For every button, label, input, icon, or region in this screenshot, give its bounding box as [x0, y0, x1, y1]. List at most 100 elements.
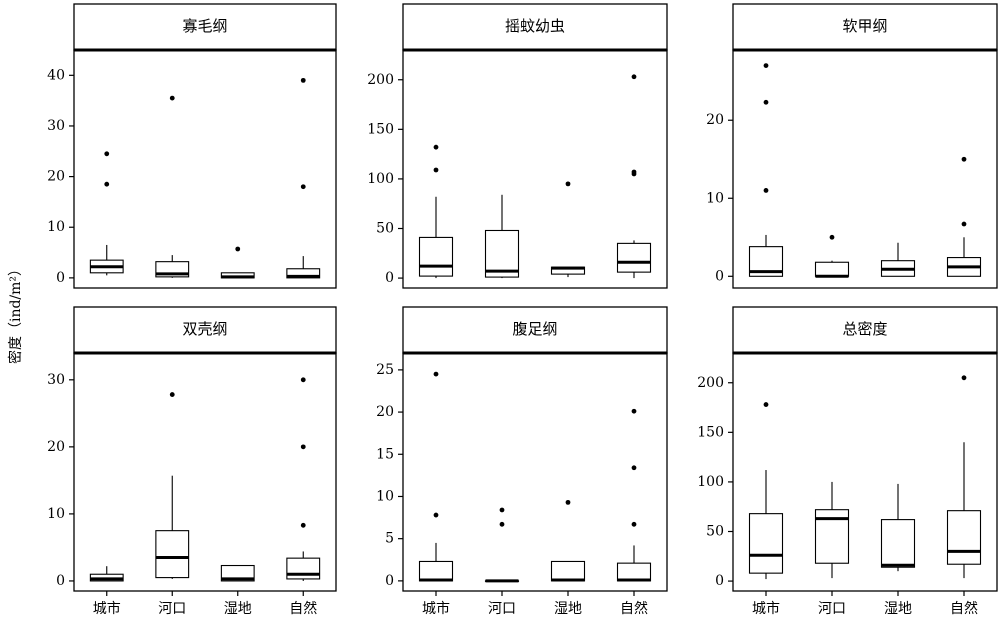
- y-tick-label: 150: [697, 424, 724, 440]
- outlier-point: [565, 181, 571, 187]
- outlier-point: [300, 184, 306, 190]
- outlier-point: [763, 402, 769, 407]
- outlier-point: [763, 188, 769, 193]
- outlier-point: [300, 444, 306, 450]
- y-tick-label: 100: [697, 474, 724, 490]
- iqr-box: [286, 268, 321, 279]
- outlier-point: [433, 512, 439, 518]
- panel-5: 腹足纲 0 5 10 15 20 25 城市 河口 湿地 自然: [376, 306, 668, 617]
- y-tick-label: 10: [376, 488, 394, 504]
- panel-strip: [73, 306, 337, 354]
- y-tick-label: 20: [706, 112, 724, 128]
- box-湿地: [550, 181, 586, 278]
- y-tick-label: 0: [385, 573, 394, 589]
- panel-title: 双壳纲: [182, 320, 227, 338]
- y-tick-label: 50: [706, 524, 724, 540]
- y-tick-label: 10: [47, 219, 65, 235]
- iqr-box: [814, 261, 850, 277]
- y-tick-label: 0: [715, 268, 724, 284]
- x-tick-label: 河口: [158, 601, 186, 617]
- y-tick-label: 30: [47, 118, 65, 134]
- outlier-point: [565, 499, 571, 505]
- x-tick-label: 城市: [93, 600, 121, 617]
- outlier-point: [104, 151, 110, 157]
- box-河口: [814, 481, 850, 579]
- y-axis-label: 密度（ind/m²）: [7, 262, 24, 364]
- box-湿地: [220, 564, 255, 582]
- outlier-point: [961, 375, 967, 381]
- box-湿地: [220, 246, 255, 279]
- y-tick-label: 0: [715, 573, 724, 589]
- x-tick-label: 河口: [818, 601, 846, 617]
- panel-strip: [402, 306, 668, 354]
- x-tick-label: 城市: [752, 600, 780, 617]
- box-河口: [484, 194, 520, 279]
- x-tick-label: 湿地: [224, 601, 252, 617]
- outlier-point: [961, 221, 967, 227]
- outlier-point: [631, 521, 637, 527]
- iqr-box: [550, 560, 586, 582]
- box-湿地: [550, 499, 586, 582]
- panel-4: 双壳纲 0 10 20 30 城市 河口 湿地 自然: [47, 306, 337, 617]
- box-湿地: [880, 242, 916, 277]
- outlier-point: [169, 392, 175, 397]
- outlier-point: [104, 181, 110, 187]
- iqr-box: [220, 564, 255, 582]
- box-河口: [484, 507, 520, 583]
- panel-frame: [73, 352, 337, 592]
- y-tick-label: 15: [376, 446, 394, 462]
- box-自然: [286, 77, 321, 279]
- box-城市: [418, 144, 454, 279]
- box-河口: [155, 95, 190, 278]
- y-tick-label: 200: [697, 375, 724, 391]
- y-tick-label: 0: [56, 270, 65, 286]
- x-tick-label: 自然: [620, 600, 648, 617]
- iqr-box: [616, 242, 652, 273]
- outlier-point: [433, 371, 439, 377]
- x-tick-label: 湿地: [884, 601, 912, 617]
- outlier-point: [300, 77, 306, 83]
- y-tick-label: 0: [56, 573, 65, 589]
- iqr-box: [484, 229, 520, 278]
- iqr-box: [418, 236, 454, 277]
- x-tick-label: 城市: [422, 600, 450, 617]
- y-tick-label: 5: [385, 531, 394, 547]
- y-tick-label: 10: [706, 190, 724, 206]
- panel-1: 寡毛纲 0 10 20 30 40: [47, 3, 337, 289]
- box-河口: [814, 234, 850, 278]
- box-自然: [946, 375, 982, 579]
- panel-title: 腹足纲: [512, 320, 557, 338]
- panel-title: 摇蚊幼虫: [505, 17, 565, 35]
- x-tick-label: 自然: [289, 600, 317, 617]
- iqr-box: [748, 513, 784, 574]
- outlier-point: [631, 408, 637, 414]
- outlier-point: [433, 144, 439, 150]
- outlier-point: [829, 234, 835, 240]
- outlier-point: [235, 246, 241, 252]
- x-tick-label: 自然: [950, 600, 978, 617]
- iqr-box: [880, 519, 916, 568]
- iqr-box: [155, 530, 190, 579]
- y-tick-label: 30: [47, 372, 65, 388]
- box-城市: [748, 63, 784, 277]
- outlier-point: [499, 507, 505, 513]
- iqr-box: [616, 562, 652, 582]
- box-城市: [418, 371, 454, 582]
- outlier-point: [433, 167, 439, 173]
- panel-strip: [402, 3, 668, 51]
- panel-frame: [402, 352, 668, 592]
- outlier-point: [300, 522, 306, 528]
- y-tick-label: 0: [385, 270, 394, 286]
- outlier-point: [631, 465, 637, 471]
- outlier-point: [961, 156, 967, 162]
- panel-title: 总密度: [842, 320, 887, 338]
- y-tick-label: 10: [47, 506, 65, 522]
- outlier-point: [631, 74, 637, 80]
- y-tick-label: 20: [376, 404, 394, 420]
- iqr-box: [286, 557, 321, 580]
- outlier-point: [169, 95, 175, 101]
- box-自然: [286, 377, 321, 581]
- panel-2: 摇蚊幼虫 0 50 100 150 200: [367, 3, 668, 289]
- x-tick-label: 湿地: [554, 601, 582, 617]
